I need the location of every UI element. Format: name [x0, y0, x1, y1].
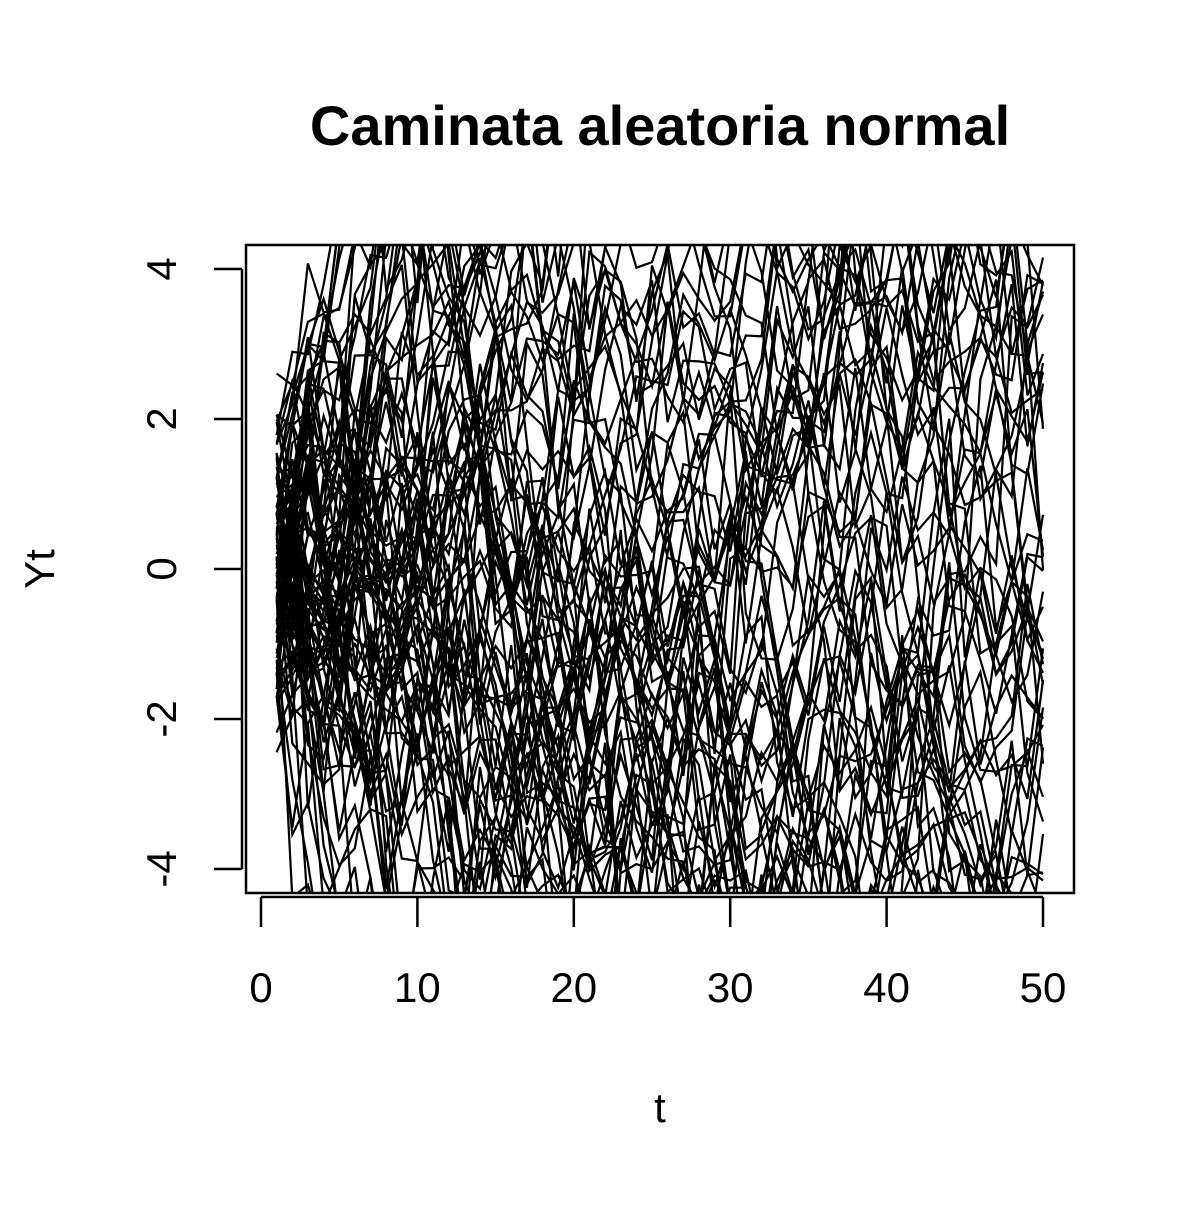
series-line: [275, 477, 971, 893]
x-axis: 0 10 20 30 40 50: [249, 895, 1067, 1011]
plot-frame: [244, 243, 1076, 895]
series-line: [276, 417, 618, 893]
series-line: [275, 245, 952, 675]
series-line: [275, 359, 924, 893]
series-line: [275, 245, 1044, 853]
series-line: [275, 245, 844, 681]
series-line: [275, 258, 1045, 764]
series-line: [275, 245, 1045, 575]
series-line: [275, 479, 861, 893]
series-line: [275, 245, 1044, 678]
y-axis-label: Yt: [16, 549, 63, 589]
series-line: [275, 245, 1045, 893]
series-line: [275, 453, 977, 893]
x-axis-label: t: [654, 1084, 666, 1131]
series-line: [275, 245, 1045, 893]
series-line: [275, 245, 868, 632]
series-line: [275, 245, 851, 589]
series-line: [276, 540, 1045, 893]
series-line: [276, 570, 471, 893]
series-line: [276, 552, 548, 893]
series-line: [276, 411, 1013, 893]
series-line: [275, 499, 582, 893]
series-line: [275, 526, 938, 893]
x-tick-label: 20: [550, 964, 597, 1011]
series-line: [276, 245, 846, 687]
series-line: [275, 385, 1044, 893]
x-tick-label: 30: [707, 964, 754, 1011]
series-line: [275, 377, 745, 893]
series-line: [275, 245, 481, 604]
series-line: [275, 507, 691, 893]
y-tick-label: -2: [138, 700, 185, 737]
y-tick-label: 0: [138, 557, 185, 580]
series-line: [275, 578, 1045, 893]
series-line: [275, 245, 706, 721]
x-tick-label: 0: [249, 964, 272, 1011]
series-line: [275, 245, 587, 518]
series-line: [275, 504, 1044, 893]
x-tick-label: 50: [1020, 964, 1067, 1011]
series-line: [276, 389, 1044, 893]
series-line: [275, 245, 569, 761]
y-axis: -4 -2 0 2 4: [138, 257, 244, 888]
series-line: [275, 307, 1044, 785]
y-tick-label: 2: [138, 407, 185, 430]
x-tick-label: 10: [394, 964, 441, 1011]
series-line: [275, 288, 993, 893]
series-line: [275, 544, 880, 893]
x-tick-label: 40: [863, 964, 910, 1011]
series-line: [275, 337, 1044, 893]
series-line: [275, 245, 1044, 793]
series-line: [275, 245, 730, 792]
series-line: [275, 245, 1038, 893]
y-tick-label: 4: [138, 257, 185, 280]
series-line: [275, 245, 1044, 611]
chart-title: Caminata aleatoria normal: [310, 94, 1010, 157]
y-tick-label: -4: [138, 850, 185, 887]
series-line: [275, 245, 1005, 893]
series-line: [276, 467, 460, 893]
series-line: [276, 572, 1045, 893]
series-line: [275, 245, 1045, 666]
series-line: [275, 660, 1045, 893]
series-lines: [275, 245, 1045, 893]
